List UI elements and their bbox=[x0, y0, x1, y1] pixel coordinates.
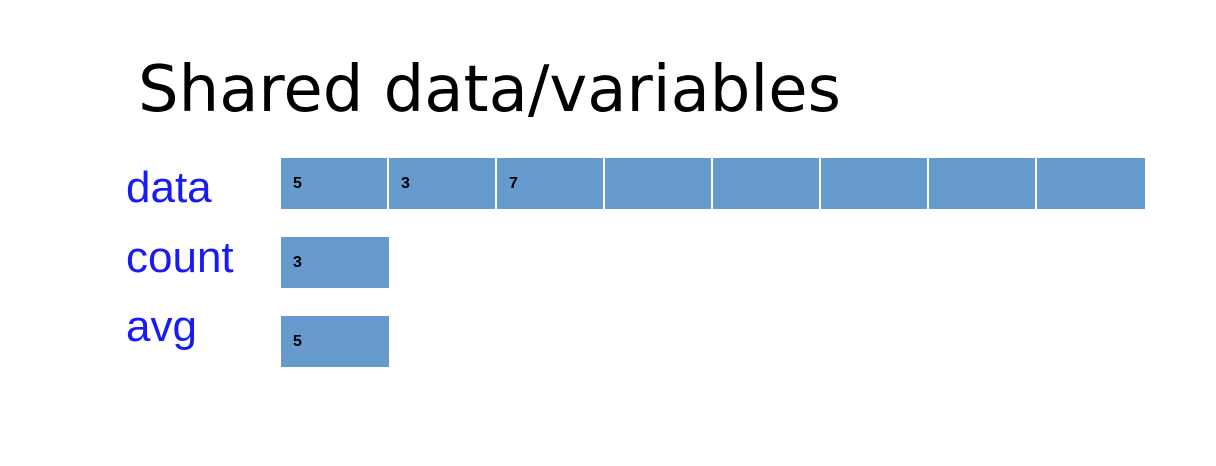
variable-label-data: data bbox=[126, 163, 212, 212]
data-cell-value: 5 bbox=[293, 174, 302, 192]
data-cell-0: 5 bbox=[281, 158, 389, 209]
variable-cells-avg: 5 bbox=[281, 316, 389, 367]
data-cell-7 bbox=[1037, 158, 1145, 209]
data-cell-2: 7 bbox=[497, 158, 605, 209]
variable-cells-data: 5 3 7 bbox=[281, 158, 1145, 209]
data-cell-3 bbox=[605, 158, 713, 209]
data-cell-value: 7 bbox=[509, 174, 518, 192]
avg-cell-0: 5 bbox=[281, 316, 389, 367]
data-cell-6 bbox=[929, 158, 1037, 209]
variable-cells-count: 3 bbox=[281, 237, 389, 288]
data-cell-value: 3 bbox=[401, 174, 410, 192]
count-cell-0: 3 bbox=[281, 237, 389, 288]
variable-label-avg: avg bbox=[126, 302, 197, 351]
data-cell-4 bbox=[713, 158, 821, 209]
avg-cell-value: 5 bbox=[293, 332, 302, 350]
variable-label-count: count bbox=[126, 233, 234, 282]
slide-title: Shared data/variables bbox=[138, 53, 841, 127]
count-cell-value: 3 bbox=[293, 253, 302, 271]
data-cell-1: 3 bbox=[389, 158, 497, 209]
data-cell-5 bbox=[821, 158, 929, 209]
